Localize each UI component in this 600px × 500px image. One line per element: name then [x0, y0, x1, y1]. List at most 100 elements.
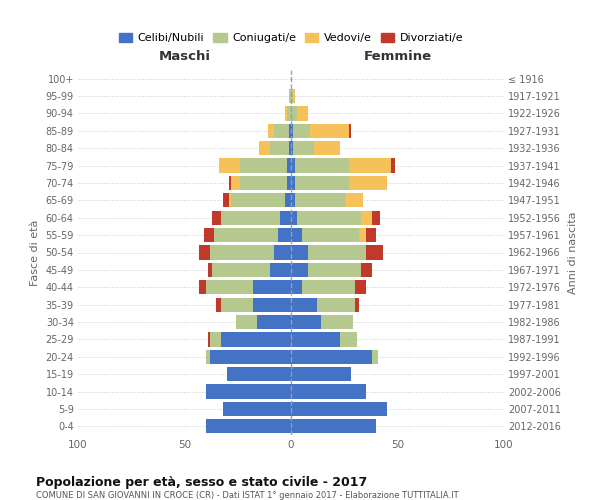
Bar	[293, 89, 295, 103]
Bar	[314, 141, 340, 156]
Bar	[289, 124, 291, 138]
Bar	[349, 124, 350, 138]
Bar	[289, 89, 291, 103]
Bar	[210, 350, 291, 364]
Bar	[259, 141, 270, 156]
Bar	[212, 210, 221, 225]
Bar	[229, 176, 232, 190]
Bar	[291, 263, 308, 277]
Bar	[229, 193, 232, 208]
Bar	[291, 315, 321, 329]
Text: Popolazione per età, sesso e stato civile - 2017: Popolazione per età, sesso e stato civil…	[36, 476, 367, 489]
Legend: Celibi/Nubili, Coniugati/e, Vedovi/e, Divorziati/e: Celibi/Nubili, Coniugati/e, Vedovi/e, Di…	[115, 28, 467, 48]
Bar	[203, 228, 214, 242]
Bar	[361, 210, 372, 225]
Bar	[291, 210, 298, 225]
Bar	[291, 106, 298, 120]
Bar	[355, 298, 359, 312]
Bar	[291, 193, 295, 208]
Bar	[365, 246, 383, 260]
Bar	[321, 315, 353, 329]
Bar	[236, 315, 257, 329]
Bar	[291, 141, 293, 156]
Bar	[298, 210, 361, 225]
Bar	[293, 141, 314, 156]
Bar	[291, 158, 295, 172]
Bar	[295, 193, 346, 208]
Bar	[284, 193, 291, 208]
Bar	[349, 176, 387, 190]
Bar	[232, 193, 284, 208]
Bar	[372, 210, 380, 225]
Bar	[206, 280, 253, 294]
Bar	[289, 141, 291, 156]
Bar	[302, 228, 359, 242]
Bar	[291, 350, 372, 364]
Bar	[291, 176, 295, 190]
Bar	[270, 141, 289, 156]
Bar	[223, 402, 291, 416]
Text: COMUNE DI SAN GIOVANNI IN CROCE (CR) - Dati ISTAT 1° gennaio 2017 - Elaborazione: COMUNE DI SAN GIOVANNI IN CROCE (CR) - D…	[36, 491, 458, 500]
Bar	[208, 332, 210, 346]
Bar	[208, 263, 212, 277]
Bar	[291, 419, 376, 434]
Bar	[199, 246, 210, 260]
Bar	[291, 402, 387, 416]
Bar	[284, 106, 287, 120]
Bar	[212, 263, 270, 277]
Bar	[346, 193, 364, 208]
Bar	[295, 158, 349, 172]
Bar	[291, 89, 293, 103]
Bar	[361, 263, 372, 277]
Bar	[391, 158, 395, 172]
Bar	[295, 176, 349, 190]
Bar	[291, 384, 365, 398]
Bar	[291, 246, 308, 260]
Bar	[217, 298, 221, 312]
Bar	[291, 124, 293, 138]
Bar	[278, 228, 291, 242]
Bar	[199, 280, 206, 294]
Bar	[227, 367, 291, 382]
Bar	[206, 384, 291, 398]
Bar	[308, 246, 365, 260]
Bar	[257, 315, 291, 329]
Bar	[291, 367, 350, 382]
Bar	[291, 332, 340, 346]
Bar	[355, 280, 365, 294]
Bar	[302, 280, 355, 294]
Bar	[221, 332, 291, 346]
Bar	[291, 228, 302, 242]
Bar	[274, 246, 291, 260]
Bar	[365, 228, 376, 242]
Bar	[372, 350, 379, 364]
Bar	[270, 263, 291, 277]
Bar	[218, 158, 240, 172]
Bar	[206, 350, 210, 364]
Bar	[214, 228, 278, 242]
Bar	[221, 298, 253, 312]
Y-axis label: Fasce di età: Fasce di età	[30, 220, 40, 286]
Bar	[340, 332, 357, 346]
Bar	[280, 210, 291, 225]
Bar	[240, 176, 287, 190]
Bar	[287, 106, 291, 120]
Bar	[210, 332, 221, 346]
Bar	[310, 124, 349, 138]
Bar	[291, 298, 317, 312]
Bar	[268, 124, 274, 138]
Bar	[206, 419, 291, 434]
Bar	[287, 176, 291, 190]
Bar	[298, 106, 308, 120]
Bar	[253, 280, 291, 294]
Y-axis label: Anni di nascita: Anni di nascita	[568, 211, 578, 294]
Bar	[308, 263, 361, 277]
Bar	[293, 124, 310, 138]
Bar	[359, 228, 365, 242]
Bar	[240, 158, 287, 172]
Bar	[291, 280, 302, 294]
Bar	[210, 246, 274, 260]
Text: Femmine: Femmine	[364, 50, 431, 63]
Bar	[274, 124, 289, 138]
Bar	[349, 158, 391, 172]
